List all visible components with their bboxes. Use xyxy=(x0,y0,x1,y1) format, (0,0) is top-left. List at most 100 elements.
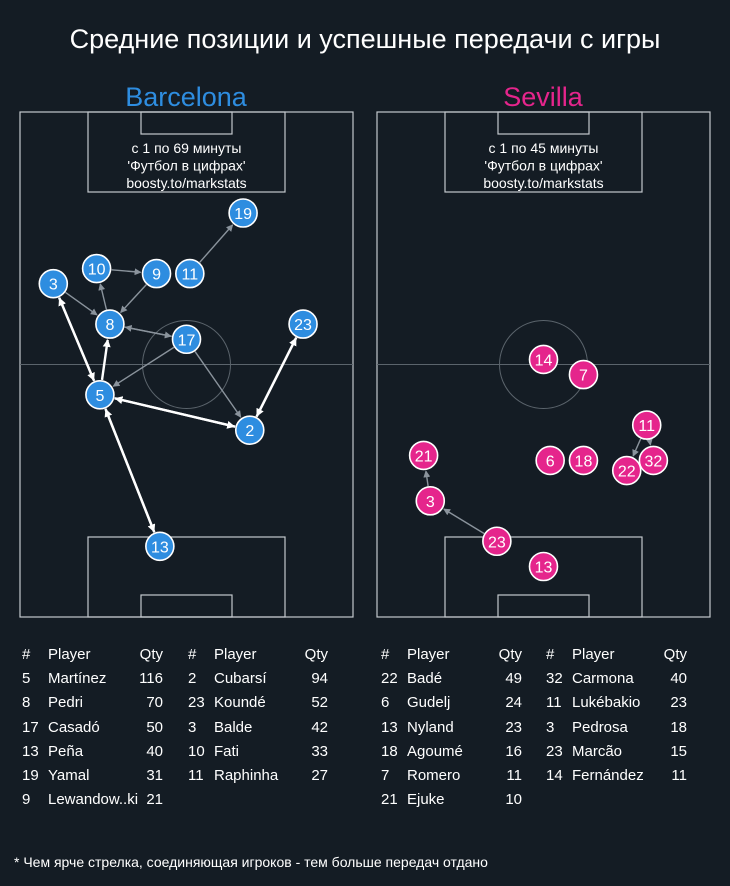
goal-box-bottom xyxy=(140,594,233,618)
row-num: 18 xyxy=(381,742,398,760)
row-player: Lukébakio xyxy=(572,694,641,712)
player-marker-6 xyxy=(535,445,565,476)
pass-arrow-8-10 xyxy=(98,283,108,310)
header-num: # xyxy=(22,646,31,663)
row-num: 13 xyxy=(381,718,398,736)
pitch-note-line: 'Футбол в цифрах' xyxy=(484,158,602,174)
team-name-away: Sevilla xyxy=(503,82,583,112)
row-player: Raphinha xyxy=(214,766,279,784)
row-qty: 11 xyxy=(506,766,522,784)
player-marker-3 xyxy=(38,268,69,299)
table-row: 13 Nyland 23 xyxy=(381,719,522,743)
player-marker-21 xyxy=(408,440,439,471)
goal-box-top xyxy=(140,111,233,135)
table-row: 11 Raphinha 27 xyxy=(188,767,328,791)
table-row: 13 Peña 40 xyxy=(22,743,163,767)
row-num: 10 xyxy=(188,742,205,760)
pass-arrow-3-21 xyxy=(423,470,431,487)
row-qty: 42 xyxy=(311,718,328,736)
table-row: 10 Fati 33 xyxy=(188,743,328,767)
penalty-box-bottom xyxy=(87,536,286,618)
header-num: # xyxy=(188,646,197,663)
header-qty: Qty xyxy=(304,646,328,663)
row-qty: 94 xyxy=(311,670,328,688)
header-num: # xyxy=(546,646,555,663)
table-row: 5 Martínez 116 xyxy=(22,670,163,694)
pitch-note-line: 'Футбол в цифрах' xyxy=(127,158,245,174)
pass-arrow-17-8 xyxy=(124,324,172,338)
row-qty: 10 xyxy=(505,791,522,809)
player-number-23: 23 xyxy=(488,534,506,551)
player-marker-13 xyxy=(528,551,559,582)
table-header: # Player Qty xyxy=(22,646,163,670)
pass-arrow-11-19 xyxy=(199,224,234,263)
table-row: 8 Pedri 70 xyxy=(22,694,163,718)
row-player: Pedrosa xyxy=(572,718,628,736)
player-marker-13 xyxy=(145,531,175,562)
header-qty: Qty xyxy=(498,646,522,663)
row-num: 11 xyxy=(188,766,204,784)
pitch-note-line: с 1 по 45 минуты xyxy=(489,140,599,156)
row-qty: 16 xyxy=(505,742,522,760)
row-player: Agoumé xyxy=(407,742,463,760)
pass-arrow-3-5 xyxy=(57,297,95,381)
row-player: Fernández xyxy=(572,766,644,784)
player-marker-14 xyxy=(528,344,559,375)
row-player: Martínez xyxy=(48,670,107,688)
player-number-13: 13 xyxy=(151,539,169,556)
player-number-3: 3 xyxy=(426,494,435,511)
chart-title: Средние позиции и успешные передачи с иг… xyxy=(69,24,661,54)
player-marker-9 xyxy=(141,258,172,289)
player-number-18: 18 xyxy=(575,453,593,470)
goal-box-top xyxy=(497,111,590,135)
row-player: Pedri xyxy=(48,694,84,712)
player-number-21: 21 xyxy=(415,448,433,465)
player-number-32: 32 xyxy=(644,453,662,470)
row-player: Nyland xyxy=(407,718,454,736)
table-row: 18 Agoumé 16 xyxy=(381,743,522,767)
row-num: 23 xyxy=(188,694,205,712)
table-header: # Player Qty xyxy=(381,646,522,670)
row-num: 6 xyxy=(381,694,390,712)
goal-box-bottom xyxy=(497,594,590,618)
pitch-maps: с 1 по 69 минуты'Футбол в цифрах'boosty.… xyxy=(19,111,711,618)
table-row: 32 Carmona 40 xyxy=(546,670,687,694)
row-qty: 24 xyxy=(505,694,522,712)
row-player: Fati xyxy=(214,742,240,760)
table-row: 9 Lewandow..ki 21 xyxy=(22,791,163,815)
table-row: 6 Gudelj 24 xyxy=(381,694,522,718)
row-qty: 116 xyxy=(139,670,163,688)
player-number-19: 19 xyxy=(234,206,252,223)
row-num: 2 xyxy=(188,670,197,688)
row-num: 8 xyxy=(22,694,31,712)
pass-arrow-11-22 xyxy=(632,438,642,457)
row-player: Peña xyxy=(48,742,84,760)
pass-table-home-right: # Player Qty 2 Cubarsí 94 23 Koundé 52 3 Balde 42 10… xyxy=(188,646,328,791)
row-num: 7 xyxy=(381,766,390,784)
footnote: * Чем ярче стрелка, соединяющая игроков … xyxy=(14,854,488,870)
row-num: 17 xyxy=(22,718,39,736)
table-row: 2 Cubarsí 94 xyxy=(188,670,328,694)
player-marker-8 xyxy=(95,309,125,339)
row-qty: 40 xyxy=(146,742,163,760)
row-num: 9 xyxy=(22,791,31,809)
pass-arrow-13-5 xyxy=(104,408,156,533)
player-marker-32 xyxy=(638,445,669,476)
row-player: Marcão xyxy=(572,742,623,760)
row-num: 11 xyxy=(546,694,562,712)
row-qty: 40 xyxy=(670,670,687,688)
table-row: 19 Yamal 31 xyxy=(22,767,163,791)
row-qty: 31 xyxy=(146,766,163,784)
row-num: 22 xyxy=(381,670,398,688)
pass-arrow-23-3 xyxy=(443,508,485,535)
pass-arrow-2-5 xyxy=(114,396,236,428)
player-number-11: 11 xyxy=(182,267,199,284)
player-marker-11 xyxy=(175,258,205,289)
player-number-23: 23 xyxy=(294,317,312,334)
row-qty: 11 xyxy=(671,766,687,784)
table-row: 14 Fernández 11 xyxy=(546,767,687,791)
player-number-5: 5 xyxy=(95,388,104,405)
pass-arrow-10-9 xyxy=(111,268,142,276)
row-qty: 52 xyxy=(311,694,328,712)
player-number-7: 7 xyxy=(579,368,588,385)
